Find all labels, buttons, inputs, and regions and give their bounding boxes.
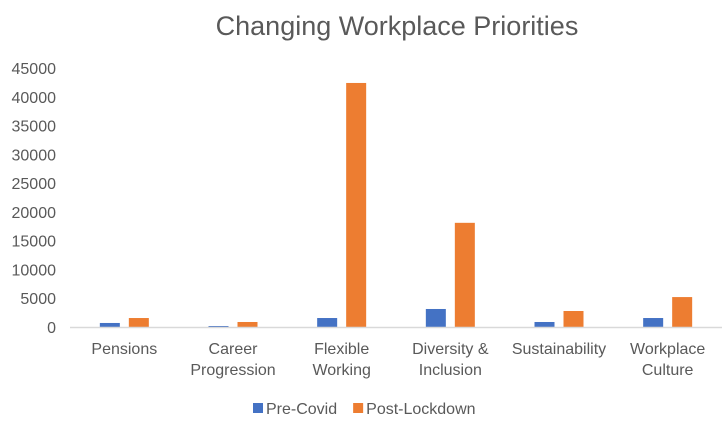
y-tick-label: 25000 <box>12 176 57 193</box>
bar-post-lockdown-3 <box>454 222 475 327</box>
y-tick-label: 20000 <box>12 205 57 222</box>
bar-pre-covid-1 <box>208 326 229 327</box>
bar-post-lockdown-5 <box>672 297 693 327</box>
y-axis: 0 5000 10000 15000 20000 25000 30000 35000 40000… <box>12 61 57 337</box>
x-tick-label: Diversity & <box>412 341 489 358</box>
y-tick-label: 30000 <box>12 147 57 164</box>
legend-label: Pre-Covid <box>266 401 337 418</box>
bar-post-lockdown-1 <box>237 321 258 327</box>
y-tick-label: 35000 <box>12 119 57 136</box>
x-tick-label: Career <box>209 341 259 358</box>
x-tick-label: Workplace <box>630 341 705 358</box>
x-tick-label: Flexible <box>314 341 369 358</box>
bar-pre-covid-3 <box>425 308 446 327</box>
bar-post-lockdown-4 <box>563 310 584 327</box>
legend-swatch <box>353 403 364 413</box>
bars <box>99 82 693 327</box>
y-tick-label: 10000 <box>12 262 57 279</box>
y-tick-label: 40000 <box>12 90 57 107</box>
y-tick-label: 15000 <box>12 234 57 251</box>
y-tick-label: 5000 <box>20 291 56 308</box>
bar-pre-covid-5 <box>643 318 664 327</box>
x-tick-label: Sustainability <box>512 341 606 358</box>
y-tick-label: 45000 <box>12 61 57 78</box>
x-tick-label: Inclusion <box>419 362 482 379</box>
chart-title: Changing Workplace Priorities <box>216 11 579 41</box>
bar-pre-covid-4 <box>534 321 555 327</box>
legend: Pre-Covid Post-Lockdown <box>253 401 476 418</box>
x-tick-label: Working <box>312 362 370 379</box>
x-tick-label: Pensions <box>91 341 157 358</box>
legend-swatch <box>253 403 263 413</box>
x-tick-label: Progression <box>190 362 275 379</box>
bar-pre-covid-0 <box>99 322 120 327</box>
x-tick-label: Culture <box>642 362 694 379</box>
legend-label: Post-Lockdown <box>366 401 475 418</box>
bar-pre-covid-2 <box>317 318 338 327</box>
y-tick-label: 0 <box>47 320 56 337</box>
bar-post-lockdown-2 <box>346 82 367 327</box>
bar-post-lockdown-0 <box>128 318 149 327</box>
x-axis: Pensions Career Progression Flexible Working… <box>91 341 705 379</box>
